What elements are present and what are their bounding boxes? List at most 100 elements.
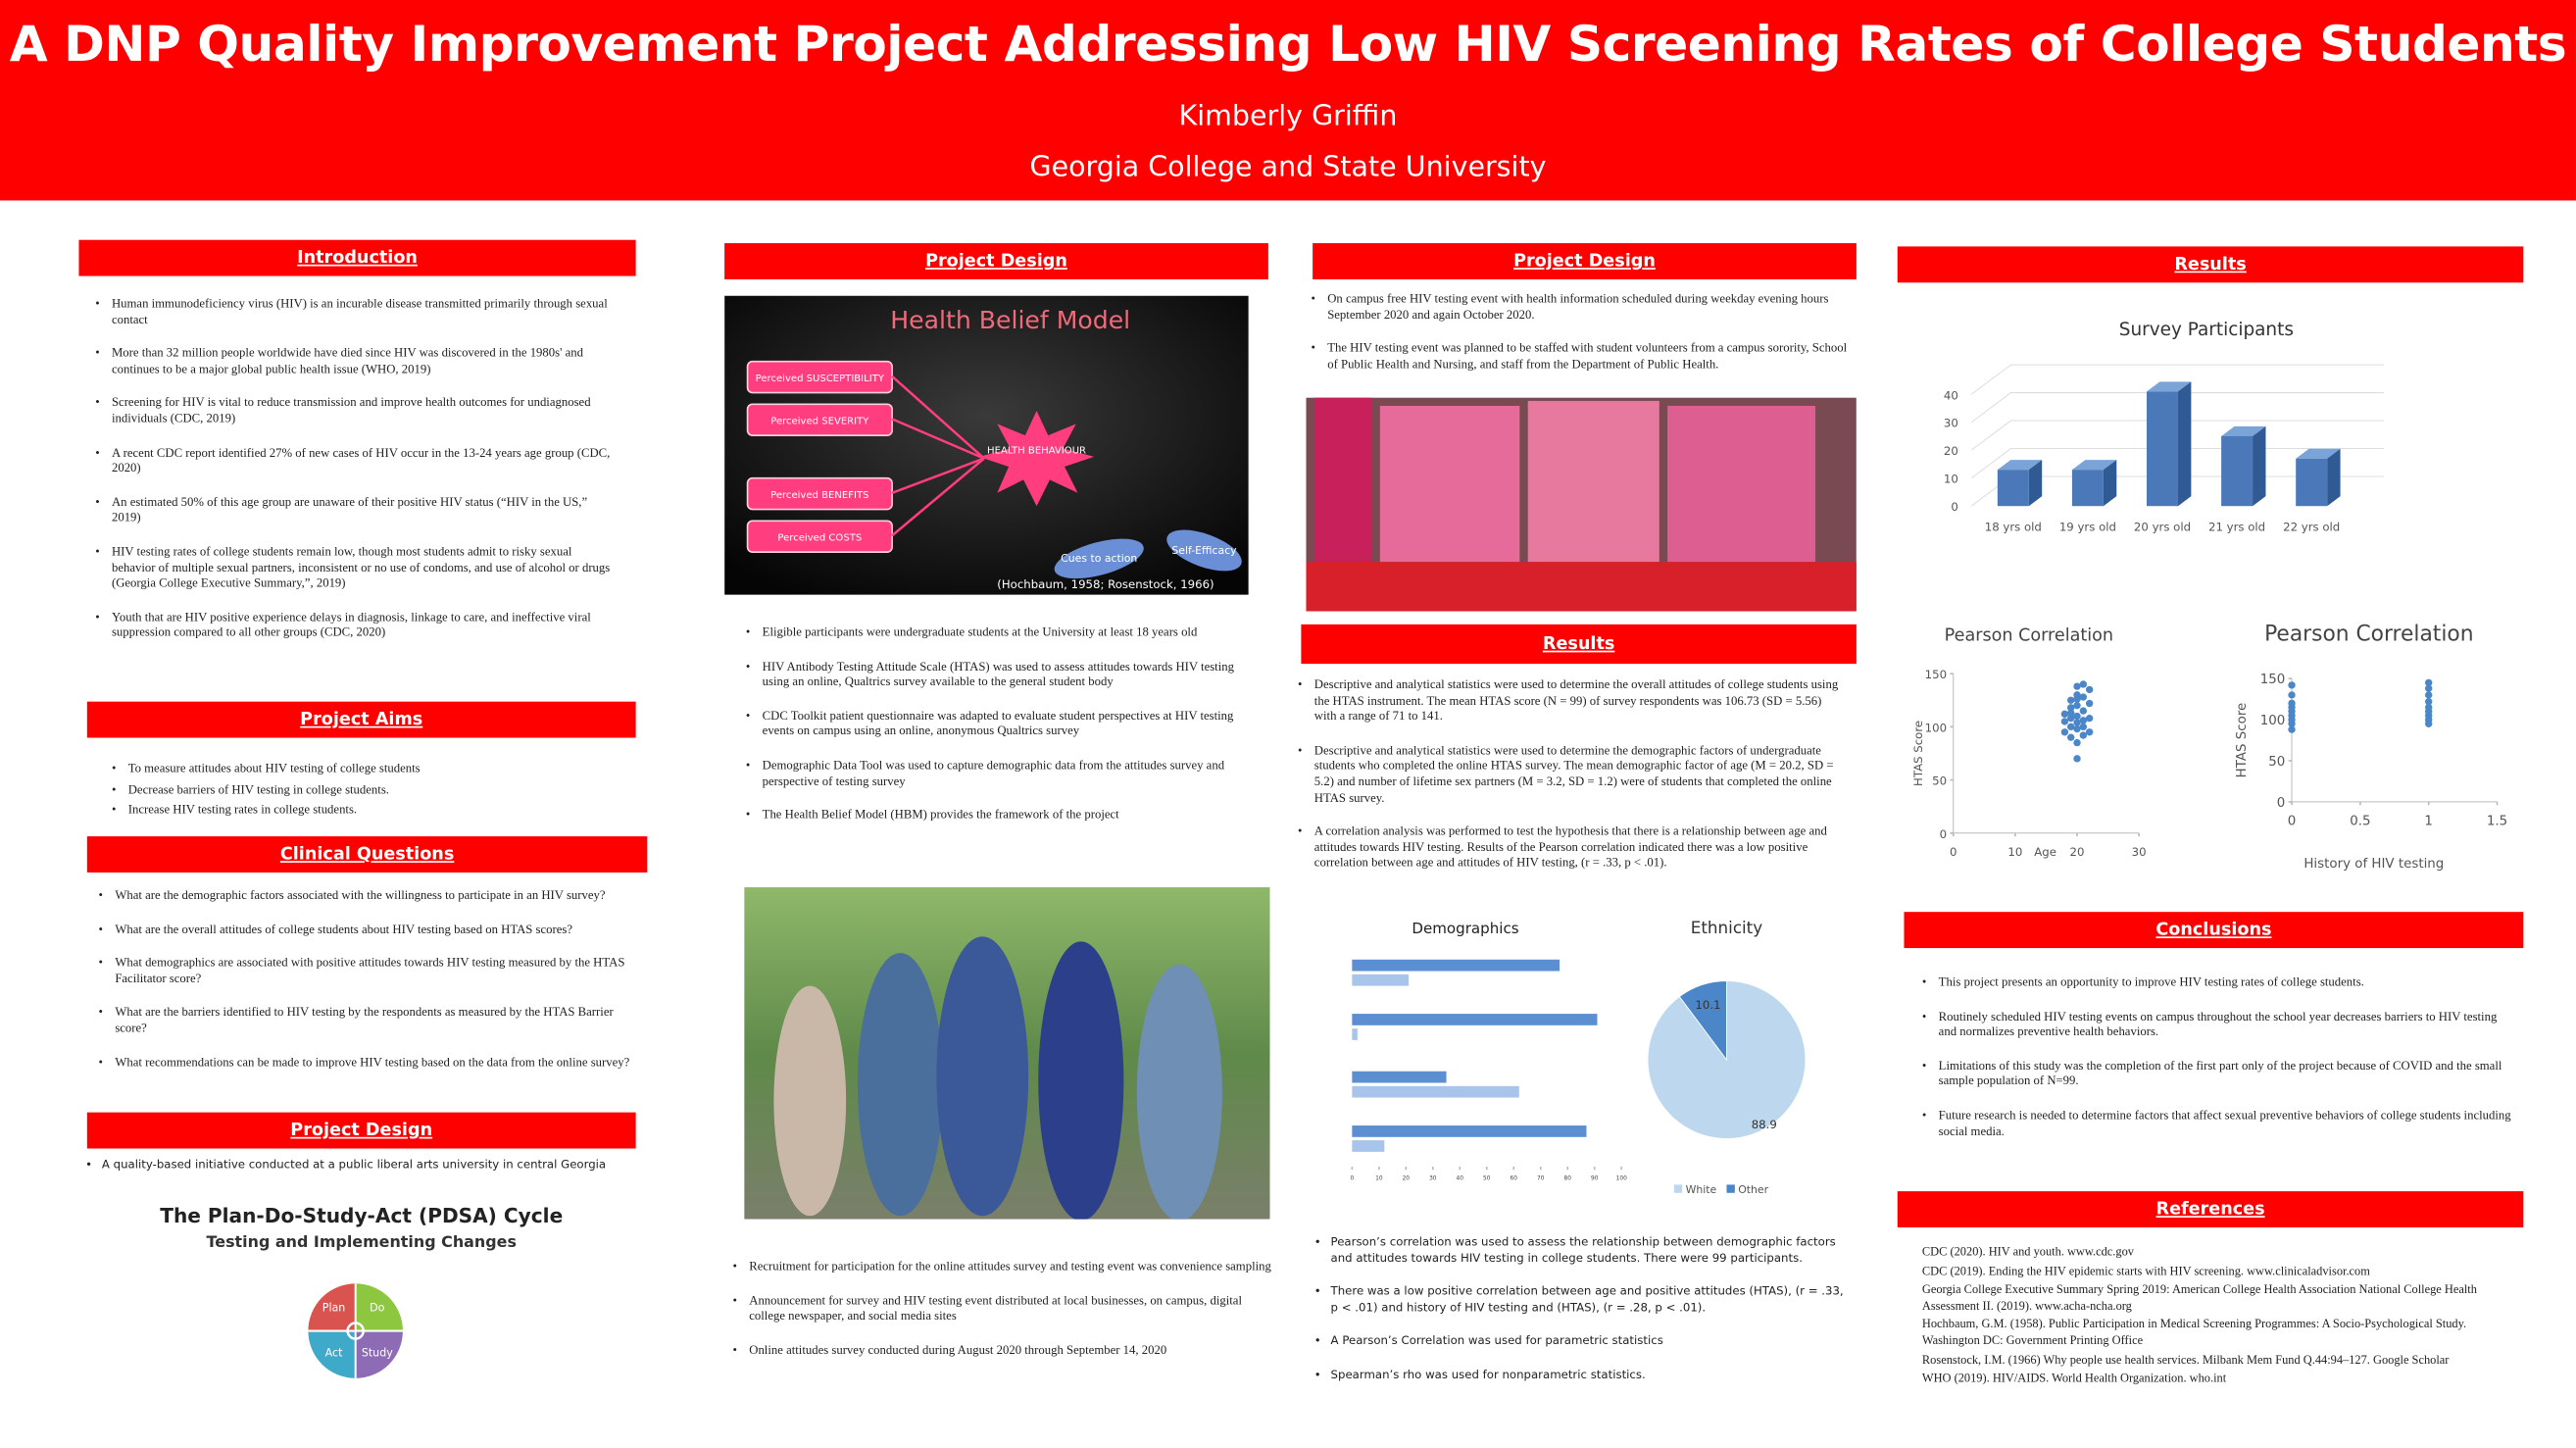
bar-top — [2221, 425, 2266, 436]
bullet-item: HIV testing rates of college students re… — [92, 544, 618, 591]
bullet-item: The Health Belief Model (HBM) provides t… — [743, 807, 1253, 823]
header: A DNP Quality Improvement Project Addres… — [0, 0, 2576, 201]
y-tick-label: 0 — [1940, 827, 1947, 841]
section-heading: Results — [1897, 246, 2524, 283]
bullet-item: A quality-based initiative conducted at … — [82, 1159, 608, 1174]
pdsa-label: Do — [370, 1301, 385, 1314]
x-tick-label: 1.5 — [2487, 814, 2507, 828]
bullet-item: Routinely scheduled HIV testing events o… — [1919, 1008, 2514, 1039]
hbm-title: Health Belief Model — [890, 306, 1130, 334]
hbm-cues-label: Cues to action — [1061, 552, 1137, 565]
x-tick-label: 18 yrs old — [1985, 520, 2042, 533]
point — [2073, 682, 2081, 690]
author: Kimberly Griffin — [1178, 100, 1398, 133]
bar — [1352, 1071, 1447, 1083]
bar-side — [2253, 425, 2266, 507]
pie-slice — [1678, 980, 1727, 1062]
bar — [1352, 1028, 1358, 1040]
title: A DNP Quality Improvement Project Addres… — [9, 16, 2567, 75]
point — [2067, 696, 2075, 704]
hbm-caption: (Hochbaum, 1958; Rosenstock, 1966) — [997, 577, 1214, 591]
y-tick-label: 100 — [1925, 721, 1947, 734]
bullet-item: The HIV testing event was planned to be … — [1308, 340, 1850, 372]
hbm-factor: Perceived SUSCEPTIBILITY — [756, 374, 885, 384]
y-tick-label: 100 — [2260, 714, 2286, 728]
scatter-history: Pearson Correlation 0 50 100 150 0 0.5 1 1.5 Hist… — [2235, 623, 2507, 872]
point — [2079, 693, 2088, 701]
scatter-age: Pearson Correlation 0 50 100 150 0 10 20 30 Age HT… — [1911, 626, 2147, 860]
x-tick-label: 10 — [1375, 1175, 1383, 1181]
x-tick-label: 22 yrs old — [2283, 520, 2340, 533]
bullet-list: This project presents an opportunity to … — [1919, 974, 2514, 1157]
bar — [1352, 959, 1560, 972]
point — [2288, 725, 2296, 733]
y-tick-label: 0 — [2277, 796, 2286, 811]
photo-figure — [857, 953, 944, 1217]
point — [2079, 680, 2088, 688]
section-heading: Project Design — [724, 243, 1268, 279]
pdsa-label: Plan — [322, 1301, 346, 1314]
legend-swatch — [1673, 1184, 1683, 1193]
point — [2085, 728, 2094, 736]
hbm-arrow — [891, 457, 985, 537]
bar-side — [2327, 448, 2341, 507]
grid-line — [1970, 364, 2384, 395]
point — [2424, 697, 2433, 706]
point — [2067, 704, 2075, 712]
x-tick-label: 0 — [1950, 845, 1957, 859]
bullet-item: Future research is needed to determine f… — [1919, 1108, 2514, 1139]
hbm-efficacy-label: Self-Efficacy — [1171, 544, 1237, 557]
bullet-item: More than 32 million people worldwide ha… — [92, 345, 618, 376]
bullet-item: To measure attitudes about HIV testing o… — [109, 761, 619, 776]
section-heading: Project Aims — [86, 701, 636, 738]
photo-panel — [1379, 405, 1520, 563]
x-tick-label: 0 — [2288, 814, 2297, 828]
section-heading: Introduction — [78, 239, 636, 276]
hbm-efficacy — [1166, 529, 1242, 572]
reference-list: CDC (2020). HIV and youth. www.cdc.gov CD… — [1922, 1244, 2513, 1390]
point — [2060, 718, 2069, 725]
point — [2424, 703, 2433, 712]
y-axis-label: HTAS Score — [1911, 721, 1925, 786]
point — [2085, 699, 2094, 708]
bullet-item: Online attitudes survey conducted during… — [729, 1342, 1271, 1358]
bullet-item: This project presents an opportunity to … — [1919, 974, 2514, 990]
point — [2424, 691, 2433, 699]
point — [2067, 723, 2075, 731]
reference: WHO (2019). HIV/AIDS. World Health Organ… — [1921, 1371, 2227, 1386]
bar — [2221, 435, 2254, 507]
hbm-factor: Perceived BENEFITS — [770, 490, 868, 501]
point — [2079, 731, 2088, 739]
point — [2079, 717, 2088, 724]
ethnicity-chart: Ethnicity 88.9 10.1 White Other — [1647, 918, 1807, 1196]
bar-top — [1997, 460, 2043, 471]
reference: CDC (2020). HIV and youth. www.cdc.gov — [1921, 1243, 2134, 1259]
x-tick-label: 40 — [1457, 1175, 1464, 1181]
booth-photo — [1306, 397, 1857, 612]
bullet-item: Pearson’s correlation was used to assess… — [1311, 1235, 1853, 1267]
point — [2073, 701, 2081, 710]
legend-label: Other — [1738, 1183, 1768, 1196]
x-tick-label: 1 — [2424, 814, 2433, 828]
bullet-item: An estimated 50% of this age group are u… — [92, 494, 618, 525]
bullet-item: Eligible participants were undergraduate… — [743, 624, 1253, 640]
x-tick-label: 50 — [1483, 1175, 1491, 1181]
bullet-item: What are the overall attitudes of colleg… — [95, 922, 640, 937]
reference: Rosenstock, I.M. (1966) Why people use h… — [1921, 1351, 2450, 1367]
bar — [1352, 974, 1410, 986]
bar — [1352, 1085, 1519, 1098]
y-tick-label: 40 — [1944, 388, 1958, 402]
point — [2085, 685, 2094, 694]
point — [2288, 681, 2296, 689]
chart-title: Survey Participants — [2119, 320, 2294, 340]
bar — [2147, 391, 2178, 507]
bullet-list: On campus free HIV testing event with he… — [1308, 291, 1850, 390]
reference: Hochbaum, G.M. (1958). Public Participat… — [1921, 1317, 2467, 1348]
bar — [1352, 1140, 1385, 1152]
hbm-figure: Health Belief Model HEALTH BEHAVIOUR Cue… — [724, 295, 1249, 595]
bullet-list: Recruitment for participation for the on… — [729, 1259, 1271, 1376]
bullet-item: Descriptive and analytical statistics we… — [1295, 677, 1847, 724]
section-heading: Conclusions — [1904, 912, 2524, 949]
